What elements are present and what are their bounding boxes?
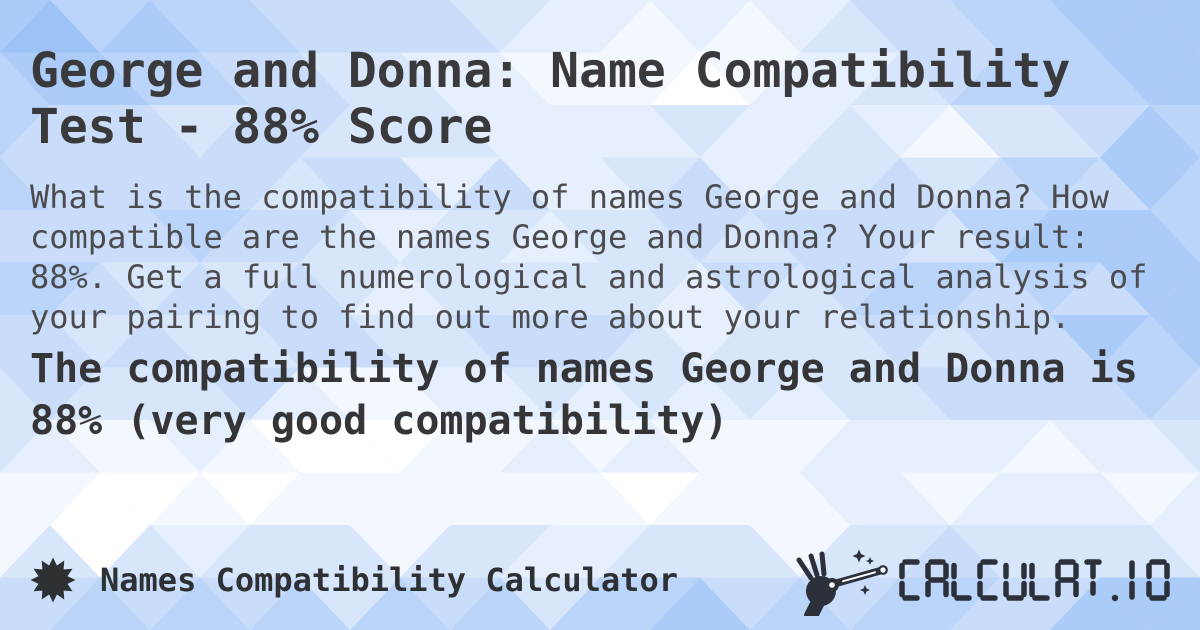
starburst-icon [30,557,76,603]
card-content: George and Donna: Name Compatibility Tes… [30,0,1170,447]
app-name-label: Names Compatibility Calculator [100,561,678,599]
logo-wordmark [899,559,1170,602]
result-text: The compatibility of names George and Do… [30,346,1138,444]
magic-wand-hand-icon [796,549,888,616]
app-brand: Names Compatibility Calculator [30,557,678,603]
page-title: George and Donna: Name Compatibility Tes… [30,43,1071,155]
footer: Names Compatibility Calculator [30,544,1170,616]
description-text: What is the compatibility of names Georg… [30,178,1148,336]
calculatio-logo [791,544,1170,616]
